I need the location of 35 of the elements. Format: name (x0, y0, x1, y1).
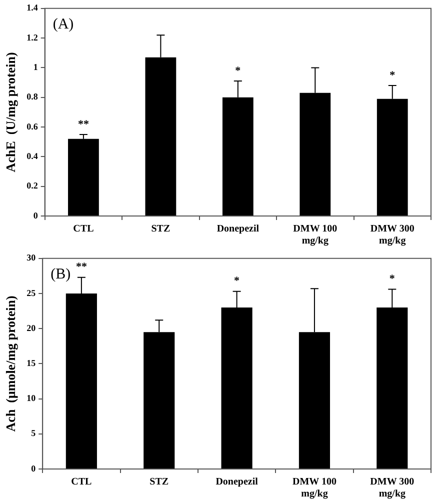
annotation: (B) (50, 266, 71, 282)
annotation: ** (76, 261, 88, 274)
y-tick-label: 10 (26, 393, 36, 404)
y-tick-label: 0 (33, 210, 38, 220)
y-tick-label: 20 (26, 322, 36, 333)
y-tick-label: 1.2 (26, 32, 38, 42)
x-tick-label: Donepezil (216, 476, 258, 488)
y-tick-label: 5 (31, 428, 36, 438)
annotation: (A) (52, 16, 74, 32)
annotation: ** (78, 118, 90, 130)
y-tick-label: 0.6 (26, 121, 38, 132)
y-axis-title: AchE (U/mg protein) (3, 52, 18, 172)
annotation: * (234, 275, 240, 288)
y-tick-label: 1.4 (26, 2, 38, 13)
y-tick-label: 25 (26, 288, 36, 298)
y-axis-title: Ach (μmole/mg protein) (3, 296, 18, 432)
y-tick-label: 0.8 (26, 92, 38, 102)
y-tick-label: 1 (33, 62, 38, 72)
x-tick-label: DMW 100 mg/kg (292, 476, 336, 500)
y-tick-label: 0.2 (26, 180, 38, 191)
y-tick-label: 30 (26, 252, 36, 263)
annotation: * (235, 64, 242, 77)
x-tick-label: STZ (151, 224, 170, 235)
x-tick-label: DMW 100 mg/kg (293, 224, 338, 247)
y-tick-label: 15 (26, 358, 36, 368)
annotation: * (389, 273, 396, 286)
x-tick-label: DMW 300 mg/kg (370, 476, 414, 500)
y-tick-label: 0.4 (26, 151, 38, 162)
x-tick-label: CTL (73, 224, 94, 235)
x-tick-label: Donepezil (216, 224, 260, 235)
x-tick-label: DMW 300 mg/kg (370, 224, 414, 247)
x-tick-label: STZ (150, 476, 169, 488)
x-tick-label: CTL (71, 476, 92, 488)
y-tick-label: 0 (31, 463, 36, 474)
annotation: * (390, 69, 396, 82)
